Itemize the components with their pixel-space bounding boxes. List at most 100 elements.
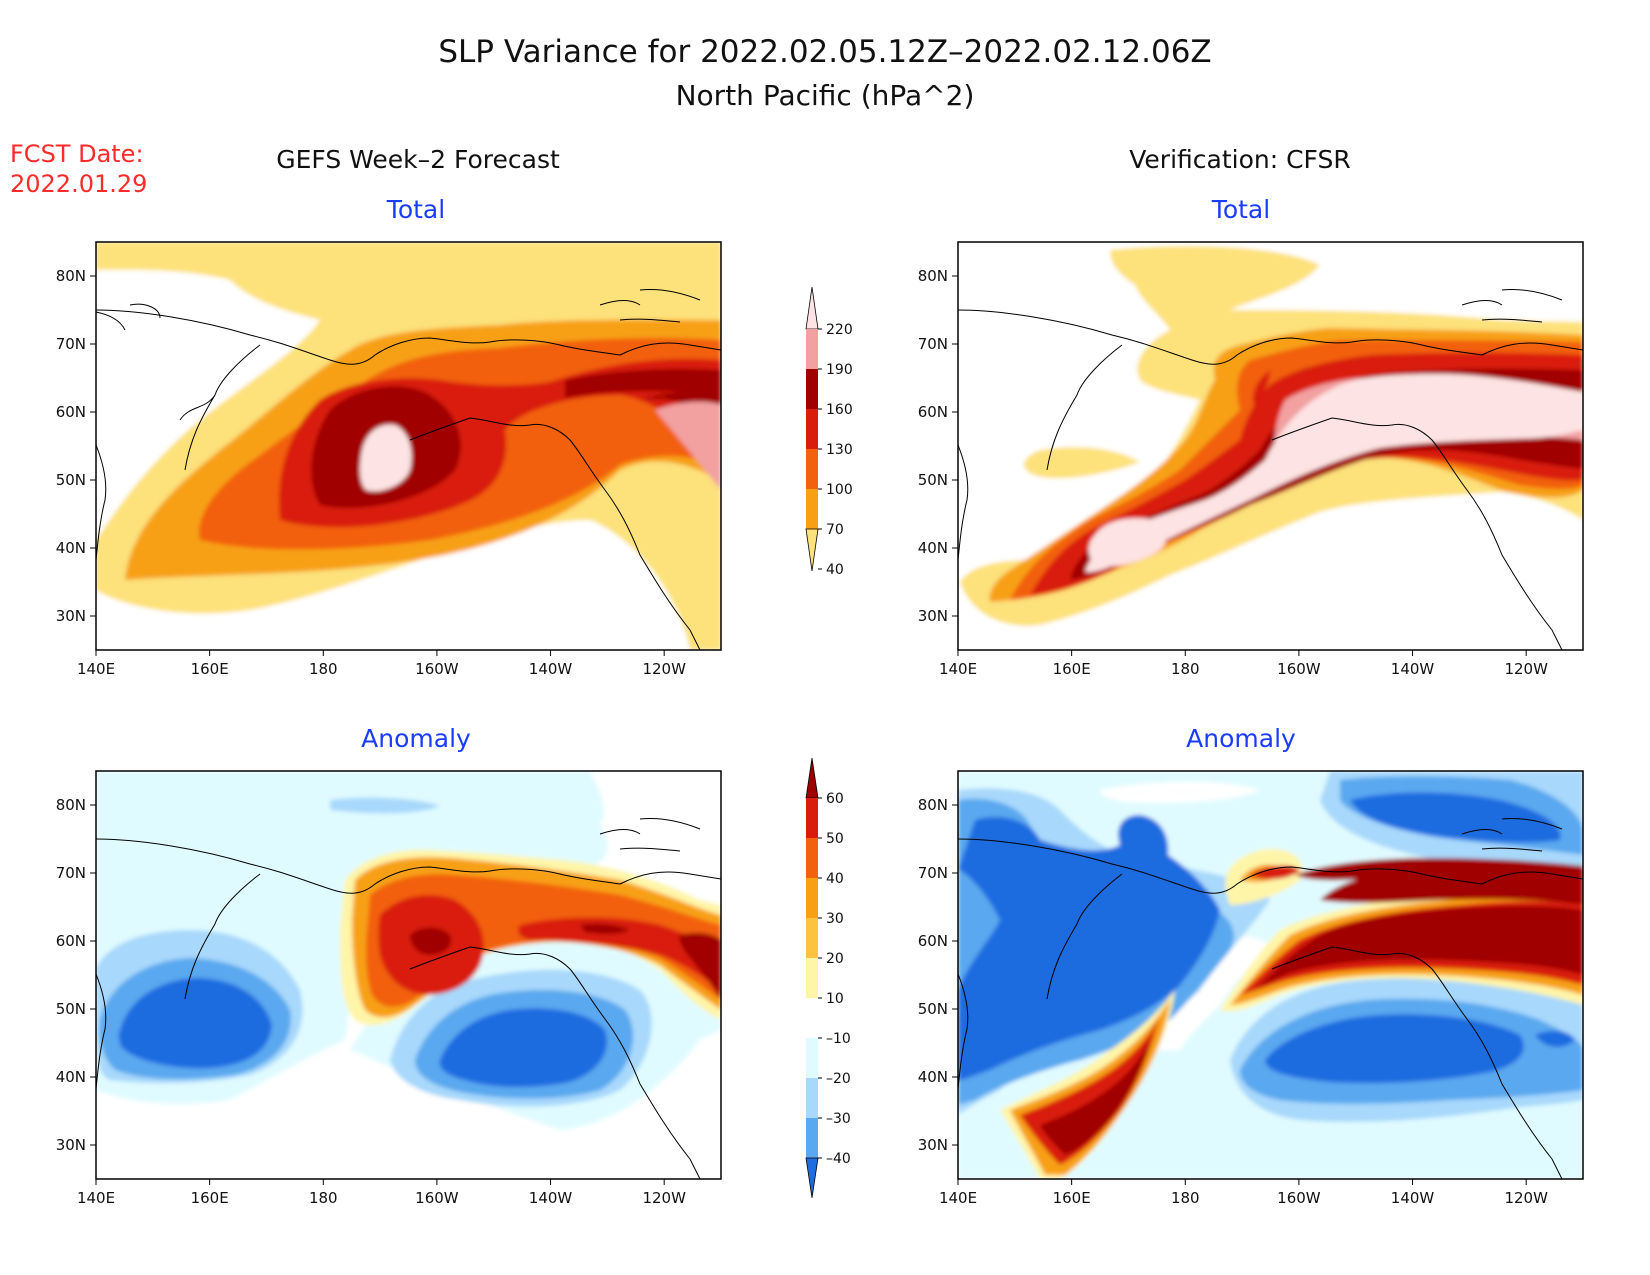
lon-tick-label: 120W xyxy=(1504,1189,1548,1207)
colorbar-level-label: 30 xyxy=(826,911,844,927)
panel-title-verification-total: Total xyxy=(1211,195,1270,224)
colorbar-triangle-bottom xyxy=(805,528,819,572)
lon-tick-label: 140W xyxy=(529,1189,573,1207)
lon-tick-label: 140E xyxy=(939,1189,977,1207)
lat-tick-label: 50N xyxy=(918,471,948,489)
contour-fills xyxy=(958,242,1583,650)
axes-layer: 140E 160E 180 160W 140W 120W 30N 40N 50N 60N 70N 80… xyxy=(56,267,1548,1207)
colorbar-triangle-top xyxy=(805,286,819,330)
contour-fills xyxy=(958,771,1583,1179)
lon-tick-label: 140W xyxy=(1391,1189,1435,1207)
colorbar-segment xyxy=(806,1038,818,1078)
lat-tick-label: 40N xyxy=(56,1068,86,1086)
coastlines xyxy=(958,289,1583,650)
fcst-date-label: FCST Date: xyxy=(10,140,144,168)
lon-tick-label: 180 xyxy=(1171,1189,1200,1207)
lat-tick-label: 70N xyxy=(56,335,86,353)
colorbar-level-label: 20 xyxy=(826,951,844,967)
panel-title-verification-anomaly: Anomaly xyxy=(1186,724,1296,753)
colorbar-level-label: 160 xyxy=(826,402,853,418)
coastlines xyxy=(958,818,1583,1179)
lon-tick-label: 160W xyxy=(1277,660,1321,678)
coastlines xyxy=(96,289,721,650)
colorbar-triangle-bottom xyxy=(805,1157,819,1199)
colorbar-level-label: –20 xyxy=(826,1071,851,1087)
lon-tick-label: 180 xyxy=(1171,660,1200,678)
lat-tick-label: 50N xyxy=(56,471,86,489)
colorbar-anomaly: 60 50 40 30 20 10 –10 –20 –30 –40 xyxy=(805,757,851,1199)
colorbar-level-label: –30 xyxy=(826,1111,851,1127)
lon-tick-label: 160E xyxy=(191,660,229,678)
colorbar-level-label: 40 xyxy=(826,871,844,887)
lat-tick-label: 60N xyxy=(56,932,86,950)
lon-tick-label: 140W xyxy=(529,660,573,678)
colorbar-level-label: 50 xyxy=(826,831,844,847)
colorbar-segment xyxy=(806,449,818,489)
colorbar-segment xyxy=(806,998,818,1038)
lon-tick-label: 120W xyxy=(642,660,686,678)
lat-tick-label: 40N xyxy=(918,1068,948,1086)
map-verification-total xyxy=(957,241,1584,651)
lon-tick-label: 160E xyxy=(1053,660,1091,678)
colorbar-level-label: 130 xyxy=(826,442,853,458)
lon-tick-label: 140E xyxy=(77,1189,115,1207)
lon-tick-label: 180 xyxy=(309,1189,338,1207)
lat-tick-label: 60N xyxy=(918,932,948,950)
lat-tick-label: 50N xyxy=(56,1000,86,1018)
coastlines xyxy=(96,818,721,1179)
lon-tick-label: 160W xyxy=(1277,1189,1321,1207)
lat-tick-label: 80N xyxy=(56,267,86,285)
colorbar-segment xyxy=(806,958,818,998)
colorbar-level-label: –40 xyxy=(826,1151,851,1167)
lon-tick-label: 160W xyxy=(415,1189,459,1207)
panel-frame xyxy=(957,241,1584,651)
lat-tick-label: 80N xyxy=(918,796,948,814)
lon-tick-label: 160W xyxy=(415,660,459,678)
colorbar-level-label: 60 xyxy=(826,791,844,807)
colorbar-segment xyxy=(806,489,818,529)
lat-tick-label: 70N xyxy=(918,864,948,882)
lat-tick-label: 30N xyxy=(56,1136,86,1154)
map-forecast-total xyxy=(95,241,722,651)
panel-title-forecast-anomaly: Anomaly xyxy=(361,724,471,753)
colorbar-level-label: 10 xyxy=(826,991,844,1007)
colorbar-level-label: 40 xyxy=(826,562,844,578)
panel-frame xyxy=(95,241,722,651)
colorbar-segment xyxy=(806,1078,818,1118)
colorbar-level-label: 190 xyxy=(826,362,853,378)
right-column-header: Verification: CFSR xyxy=(1129,145,1350,174)
axes-verification-anomaly: 140E 160E 180 160W 140W 120W 30N 40N 50N 60N 70N 80… xyxy=(918,796,1548,1207)
lon-tick-label: 140E xyxy=(939,660,977,678)
colorbar-level-label: 70 xyxy=(826,522,844,538)
colorbar-segment xyxy=(806,329,818,369)
lon-tick-label: 180 xyxy=(309,660,338,678)
fcst-date-value: 2022.01.29 xyxy=(10,170,147,198)
colorbar-segment xyxy=(806,1118,818,1158)
axes-forecast-total: 140E 160E 180 160W 140W 120W 30N 40N 50N 60N 70N 80… xyxy=(56,267,686,678)
contour-fills xyxy=(96,242,721,650)
lat-tick-label: 60N xyxy=(918,403,948,421)
axes-forecast-anomaly: 140E 160E 180 160W 140W 120W 30N 40N 50N 60N 70N 80… xyxy=(56,796,686,1207)
lon-tick-label: 160E xyxy=(1053,1189,1091,1207)
lat-tick-label: 80N xyxy=(56,796,86,814)
colorbar-triangle-top xyxy=(805,757,819,799)
colorbar-segment xyxy=(806,369,818,409)
lon-tick-label: 140E xyxy=(77,660,115,678)
figure-title-line2: North Pacific (hPa^2) xyxy=(676,79,975,112)
colorbar-segment xyxy=(806,409,818,449)
map-forecast-anomaly xyxy=(95,770,722,1180)
lat-tick-label: 40N xyxy=(56,539,86,557)
lat-tick-label: 60N xyxy=(56,403,86,421)
colorbar-total: 220 190 160 130 100 70 40 xyxy=(805,286,853,578)
figure-title-line1: SLP Variance for 2022.02.05.12Z–2022.02.… xyxy=(438,34,1211,70)
map-verification-anomaly xyxy=(957,770,1584,1180)
lon-tick-label: 120W xyxy=(1504,660,1548,678)
colorbar-segment xyxy=(806,798,818,838)
colorbar-segment xyxy=(806,838,818,878)
lat-tick-label: 40N xyxy=(918,539,948,557)
colorbar-level-label: 220 xyxy=(826,322,853,338)
lon-tick-label: 140W xyxy=(1391,660,1435,678)
lat-tick-label: 80N xyxy=(918,267,948,285)
lat-tick-label: 50N xyxy=(918,1000,948,1018)
